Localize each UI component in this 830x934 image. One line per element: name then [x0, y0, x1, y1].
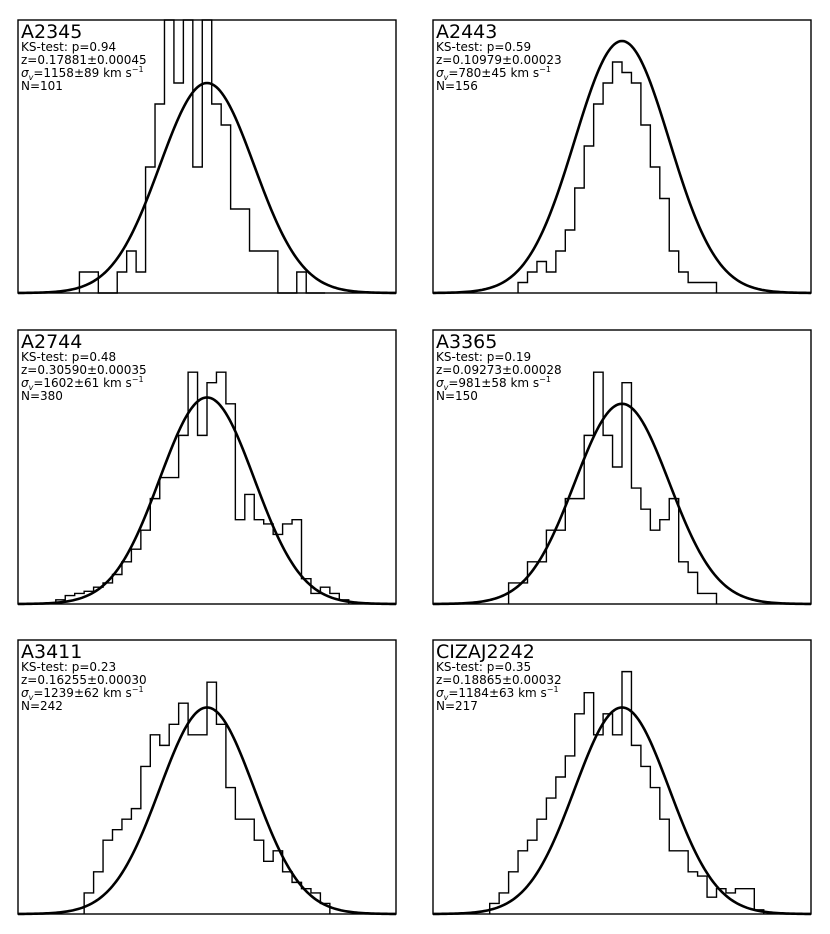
sample-size-label: N=101: [21, 79, 63, 93]
cluster-name: A2443: [436, 21, 497, 43]
velocity-dispersion-label: σv=1239±62 km s−1: [21, 685, 144, 702]
cluster-name: CIZAJ2242: [436, 641, 535, 663]
panel-frame: [17, 19, 397, 294]
velocity-dispersion-label: σv=1158±89 km s−1: [21, 65, 144, 82]
panel-frame: [432, 639, 812, 915]
cluster-name: A2744: [21, 331, 82, 353]
redshift-label: z=0.10979±0.00023: [436, 53, 562, 67]
sample-size-label: N=150: [436, 389, 478, 403]
gaussian-fit-curve: [17, 81, 397, 295]
panel-frame: [432, 19, 812, 294]
panel-frame: [432, 329, 812, 605]
histogram-steps: [55, 371, 350, 604]
velocity-dispersion-label: σv=981±58 km s−1: [436, 375, 551, 392]
gaussian-fit-curve: [432, 39, 812, 295]
sample-size-label: N=217: [436, 699, 478, 713]
histogram-steps: [507, 371, 718, 604]
ks-test-label: KS-test: p=0.19: [436, 350, 531, 364]
ks-test-label: KS-test: p=0.94: [21, 40, 116, 54]
panel-frame: [17, 639, 397, 915]
histogram-steps: [489, 670, 765, 914]
redshift-label: z=0.17881±0.00045: [21, 53, 147, 67]
panel-frame: [17, 329, 397, 605]
sample-size-label: N=156: [436, 79, 478, 93]
velocity-dispersion-label: σv=780±45 km s−1: [436, 65, 551, 82]
velocity-dispersion-label: σv=1184±63 km s−1: [436, 685, 559, 702]
ks-test-label: KS-test: p=0.35: [436, 660, 531, 674]
ks-test-label: KS-test: p=0.48: [21, 350, 116, 364]
histogram-steps: [517, 61, 718, 293]
redshift-label: z=0.30590±0.00035: [21, 363, 147, 377]
sample-size-label: N=242: [21, 699, 63, 713]
gaussian-fit-curve: [17, 706, 397, 916]
redshift-label: z=0.09273±0.00028: [436, 363, 562, 377]
cluster-name: A2345: [21, 21, 82, 43]
cluster-name: A3411: [21, 641, 82, 663]
gaussian-fit-curve: [432, 706, 812, 916]
cluster-name: A3365: [436, 331, 497, 353]
sample-size-label: N=380: [21, 389, 63, 403]
redshift-label: z=0.16255±0.00030: [21, 673, 147, 687]
gaussian-fit-curve: [17, 396, 397, 606]
histogram-steps: [83, 681, 331, 914]
ks-test-label: KS-test: p=0.59: [436, 40, 531, 54]
gaussian-fit-curve: [432, 402, 812, 606]
velocity-dispersion-label: σv=1602±61 km s−1: [21, 375, 144, 392]
redshift-label: z=0.18865±0.00032: [436, 673, 562, 687]
ks-test-label: KS-test: p=0.23: [21, 660, 116, 674]
